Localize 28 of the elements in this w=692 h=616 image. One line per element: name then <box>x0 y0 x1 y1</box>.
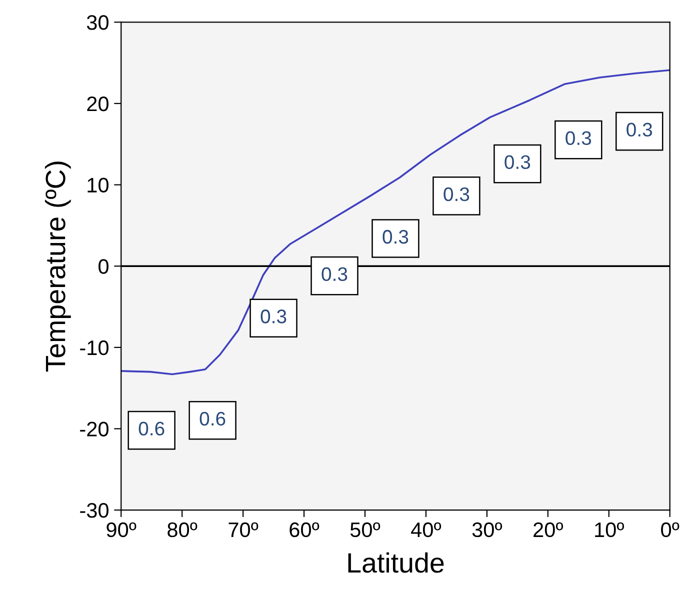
x-tick-label: 20º <box>534 522 564 538</box>
y-tick-label: -10 <box>80 340 108 356</box>
x-tick-label: 50º <box>350 522 380 538</box>
y-tick-label: -30 <box>80 503 108 518</box>
annotation: 0.3 <box>382 230 408 244</box>
x-tick-label: 80º <box>168 522 198 538</box>
y-tick-label: -20 <box>80 422 108 436</box>
y-tick-label: 10 <box>88 178 108 193</box>
x-tick-label: 90º <box>106 522 136 538</box>
y-tick-label: 0 <box>98 259 108 274</box>
x-tick-label: 40º <box>411 522 442 538</box>
annotation: 0.3 <box>444 187 470 202</box>
y-axis-title: Temperature (ºC) <box>44 162 71 372</box>
annotation: 0.3 <box>626 122 652 137</box>
x-tick-label: 60º <box>290 522 320 538</box>
y-tick-label: 30 <box>86 15 108 30</box>
x-tick-label: 70º <box>228 522 258 538</box>
x-tick-label: 0º <box>661 522 680 538</box>
annotation: 0.6 <box>200 412 226 426</box>
annotation: 0.6 <box>138 422 164 436</box>
annotation: 0.3 <box>322 267 348 282</box>
x-tick-label: 30º <box>472 522 502 538</box>
y-tick-label: 20 <box>87 96 108 112</box>
annotation: 0.3 <box>566 131 592 146</box>
x-axis-title: Latitude <box>348 552 444 573</box>
x-tick-label: 10º <box>595 522 624 538</box>
annotation: 0.3 <box>260 310 286 324</box>
annotation: 0.3 <box>504 155 530 170</box>
